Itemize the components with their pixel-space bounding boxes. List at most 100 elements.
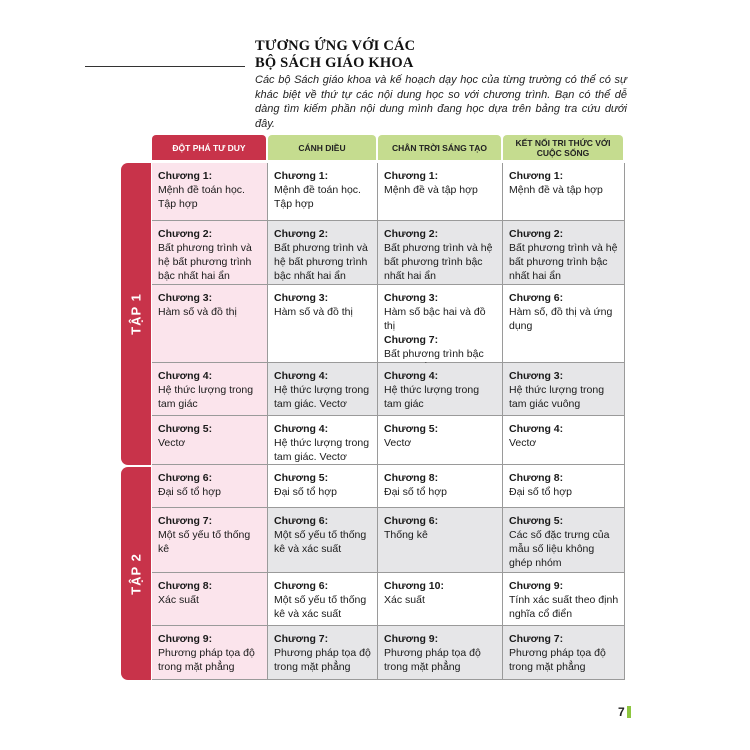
- chapter-label: Chương 5:: [158, 423, 213, 435]
- chapter-label: Chương 4:: [384, 370, 439, 382]
- volume-tab: TẬP 1: [121, 163, 151, 465]
- chapter-label: Chương 10:: [384, 580, 444, 592]
- rule: [85, 66, 245, 67]
- table-cell: Chương 9: Tính xác suất theo định nghĩa c…: [503, 573, 625, 626]
- table-cell: Chương 4: Vectơ: [503, 416, 625, 465]
- chapter-label: Chương 2:: [509, 228, 564, 240]
- chapter-title: Mệnh đề và tập hợp: [509, 184, 603, 196]
- chapter-title: Bất phương trình và hệ bất phương trình …: [158, 242, 252, 282]
- table-cell: Chương 2: Bất phương trình và hệ bất phươ…: [152, 221, 268, 285]
- chapter-title: Hệ thức lượng trong tam giác. Vectơ: [274, 384, 370, 410]
- chapter-title: Đại số tổ hợp: [509, 486, 572, 498]
- table-cell: Chương 4: Hệ thức lượng trong tam giác. V…: [268, 416, 378, 465]
- chapter-label: Chương 8:: [384, 472, 439, 484]
- title-line: TƯƠNG ỨNG VỚI CÁC: [255, 38, 416, 54]
- table-cell: Chương 5: Vectơ: [378, 416, 503, 465]
- table-cell: Chương 3: Hàm số và đồ thị: [152, 285, 268, 363]
- table-cell: Chương 4: Hệ thức lượng trong tam giác. V…: [268, 363, 378, 416]
- chapter-label: Chương 4:: [509, 423, 564, 435]
- chapter-label: Chương 2:: [384, 228, 439, 240]
- table-cell: Chương 8: Xác suất: [152, 573, 268, 626]
- volume-tab: TẬP 2: [121, 467, 151, 680]
- chapter-title: Hàm số, đồ thị và ứng dụng: [509, 306, 613, 332]
- chapter-label: Chương 7:: [274, 633, 329, 645]
- chapter-title: Mệnh đề toán học. Tập hợp: [158, 184, 245, 210]
- chapter-title: Xác suất: [384, 594, 425, 606]
- chapter-label: Chương 6:: [384, 515, 439, 527]
- table-cell: Chương 1: Mệnh đề toán học. Tập hợp: [268, 163, 378, 221]
- chapter-title: Mệnh đề và tập hợp: [384, 184, 478, 196]
- chapter-title: Các số đặc trưng của mẫu số liệu không g…: [509, 529, 610, 569]
- chapter-label: Chương 1:: [274, 170, 329, 182]
- chapter-label: Chương 4:: [274, 370, 329, 382]
- chapter-title: Đại số tổ hợp: [158, 486, 221, 498]
- table-cell: Chương 1: Mệnh đề và tập hợp: [503, 163, 625, 221]
- chapter-label: Chương 3:: [509, 370, 564, 382]
- table-cell: Chương 2: Bất phương trình và hệ bất phươ…: [503, 221, 625, 285]
- chapter-label: Chương 9:: [509, 580, 564, 592]
- table-cell: Chương 6: Hàm số, đồ thị và ứng dụng: [503, 285, 625, 363]
- chapter-label: Chương 6:: [274, 515, 329, 527]
- chapter-label: Chương 3:: [384, 292, 439, 304]
- chapter-title: Vectơ: [158, 437, 186, 449]
- chapter-title: Tính xác suất theo định nghĩa cổ điển: [509, 594, 619, 620]
- chapter-label: Chương 7:: [509, 633, 564, 645]
- chapter-label: Chương 5:: [509, 515, 564, 527]
- chapter-label: Chương 4:: [274, 423, 329, 435]
- chapter-label: Chương 5:: [274, 472, 329, 484]
- chapter-title: Đại số tổ hợp: [274, 486, 337, 498]
- chapter-title: Vectơ: [384, 437, 412, 449]
- page-marker: [627, 706, 631, 718]
- chapter-title: Một số yếu tố thống kê: [158, 529, 251, 555]
- chapter-title: Phương pháp tọa độ trong mặt phẳng: [384, 647, 481, 673]
- table-cell: Chương 4: Hệ thức lượng trong tam giác: [378, 363, 503, 416]
- column-header: KẾT NỐI TRI THỨC VỚI CUỘC SỐNG: [503, 135, 623, 160]
- table-cell: Chương 9: Phương pháp tọa độ trong mặt ph…: [152, 626, 268, 680]
- chapter-label: Chương 9:: [158, 633, 213, 645]
- table-cell: Chương 4: Hệ thức lượng trong tam giác: [152, 363, 268, 416]
- page-number: 7: [618, 705, 625, 719]
- chapter-title: Hàm số và đồ thị: [158, 306, 237, 318]
- chapter-title: Hàm số bậc hai và đồ thị: [384, 306, 486, 332]
- table-cell: Chương 6: Thống kê: [378, 508, 503, 573]
- chapter-label: Chương 6:: [509, 292, 564, 304]
- chapter-title: Thống kê: [384, 529, 428, 541]
- chapter-title: Đại số tổ hợp: [384, 486, 447, 498]
- intro: Các bộ Sách giáo khoa và kế hoạch dạy họ…: [255, 74, 627, 130]
- chapter-label: Chương 6:: [274, 580, 329, 592]
- chapter-title: Một số yếu tố thống kê và xác suất: [274, 529, 367, 555]
- table-cell: Chương 8: Đại số tổ hợp: [378, 465, 503, 508]
- column-header: CÁNH DIỀU: [268, 135, 376, 160]
- chapter-label: Chương 7:: [158, 515, 213, 527]
- table-cell: Chương 5: Các số đặc trưng của mẫu số liệ…: [503, 508, 625, 573]
- table-cell: Chương 2: Bất phương trình và hệ bất phươ…: [378, 221, 503, 285]
- chapter-title: Bất phương trình và hệ bất phương trình …: [274, 242, 368, 282]
- chapter-label: Chương 1:: [509, 170, 564, 182]
- table-cell: Chương 1: Mệnh đề toán học. Tập hợp: [152, 163, 268, 221]
- chapter-title: Hệ thức lượng trong tam giác vuông: [509, 384, 605, 410]
- chapter-title: Phương pháp tọa độ trong mặt phẳng: [509, 647, 606, 673]
- volume-label: TẬP 2: [128, 552, 144, 595]
- table-cell: Chương 1: Mệnh đề và tập hợp: [378, 163, 503, 221]
- chapter-label: Chương 3:: [274, 292, 329, 304]
- table-cell: Chương 2: Bất phương trình và hệ bất phươ…: [268, 221, 378, 285]
- chapter-title: Một số yếu tố thống kê và xác suất: [274, 594, 367, 620]
- chapter-title: Vectơ: [509, 437, 537, 449]
- chapter-title: Hệ thức lượng trong tam giác. Vectơ: [274, 437, 370, 463]
- table-cell: Chương 8: Đại số tổ hợp: [503, 465, 625, 508]
- table-cell: Chương 6: Một số yếu tố thống kê và xác s…: [268, 508, 378, 573]
- table-cell: Chương 3: Hàm số bậc hai và đồ thị Chương …: [378, 285, 503, 374]
- chapter-title: Mệnh đề toán học. Tập hợp: [274, 184, 361, 210]
- chapter-label: Chương 5:: [384, 423, 439, 435]
- chapter-label: Chương 8:: [158, 580, 213, 592]
- chapter-title: Phương pháp tọa độ trong mặt phẳng: [274, 647, 371, 673]
- chapter-label: Chương 7:: [384, 334, 439, 346]
- chapter-title: Hàm số và đồ thị: [274, 306, 353, 318]
- chapter-title: Hệ thức lượng trong tam giác: [384, 384, 480, 410]
- table-cell: Chương 3: Hàm số và đồ thị: [268, 285, 378, 363]
- chapter-label: Chương 4:: [158, 370, 213, 382]
- table-cell: Chương 9: Phương pháp tọa độ trong mặt ph…: [378, 626, 503, 680]
- chapter-label: Chương 1:: [384, 170, 439, 182]
- table-cell: Chương 6: Một số yếu tố thống kê và xác s…: [268, 573, 378, 626]
